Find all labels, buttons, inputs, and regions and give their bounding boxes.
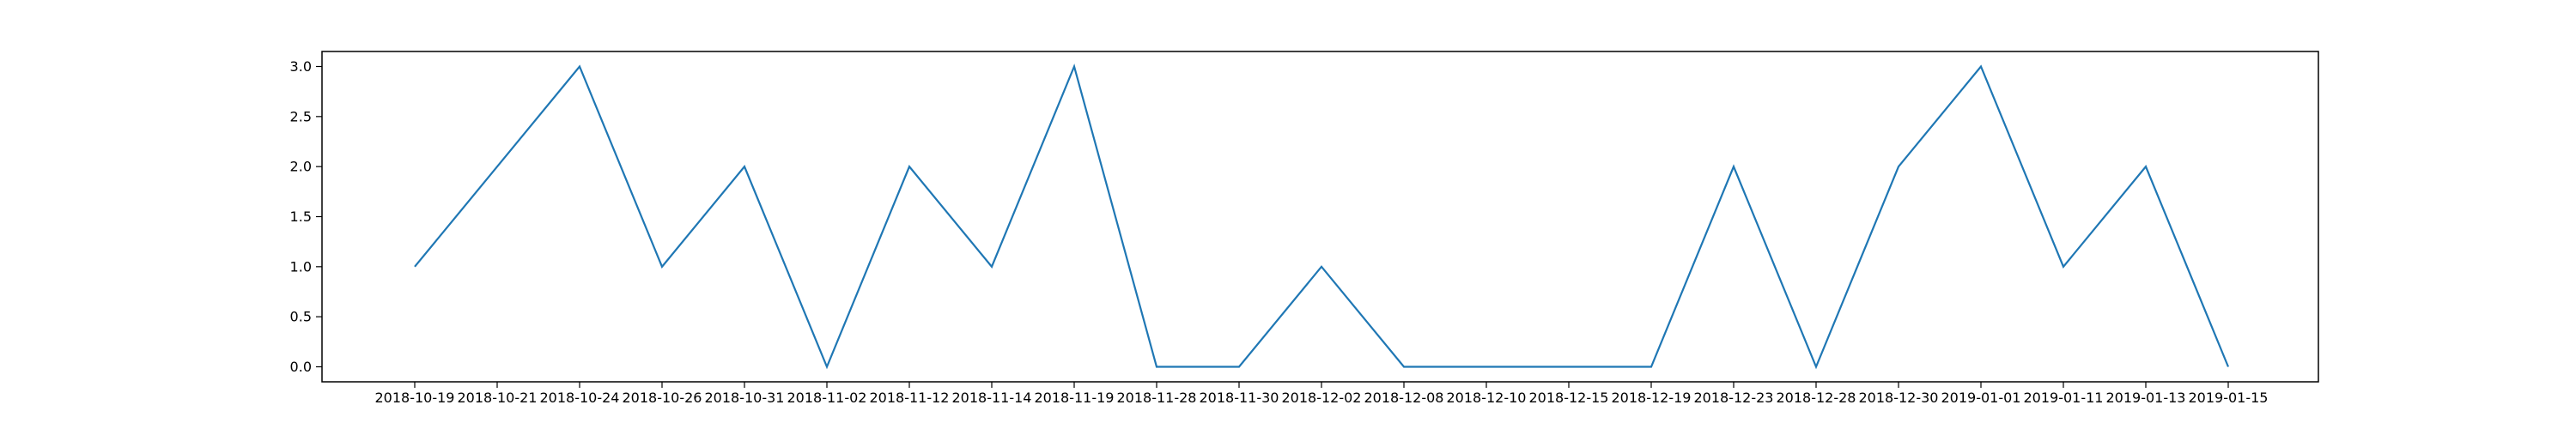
- y-tick-label: 0.5: [290, 309, 312, 325]
- y-tick-label: 1.5: [290, 208, 312, 225]
- y-tick-label: 0.0: [290, 359, 312, 375]
- x-tick-label: 2018-12-10: [1447, 390, 1527, 406]
- x-tick-label: 2018-11-02: [787, 390, 867, 406]
- x-tick-label: 2018-11-12: [870, 390, 950, 406]
- y-tick-label: 3.0: [290, 58, 312, 75]
- x-tick-label: 2018-11-19: [1035, 390, 1115, 406]
- x-tick-label: 2019-01-13: [2106, 390, 2186, 406]
- x-tick-label: 2019-01-15: [2189, 390, 2269, 406]
- x-tick-label: 2018-10-24: [540, 390, 620, 406]
- y-tick-label: 2.0: [290, 159, 312, 175]
- x-tick-label: 2018-11-14: [952, 390, 1032, 406]
- x-axis: 2018-10-19 2018-10-21 2018-10-24 2018-10-26…: [375, 382, 2269, 406]
- series-line: [414, 63, 2230, 370]
- y-tick-label: 1.0: [290, 258, 312, 275]
- x-tick-label: 2018-12-28: [1777, 390, 1856, 406]
- x-tick-label: 2018-10-21: [458, 390, 538, 406]
- x-tick-label: 2018-11-28: [1117, 390, 1197, 406]
- y-tick-label: 2.5: [290, 108, 312, 124]
- y-axis: 0.0 0.5 1.0 1.5 2.0 2.5 3.0: [290, 58, 322, 375]
- x-tick-label: 2018-11-30: [1200, 390, 1279, 406]
- x-tick-label: 2019-01-01: [1941, 390, 2021, 406]
- x-tick-label: 2019-01-11: [2024, 390, 2104, 406]
- x-tick-label: 2018-10-26: [623, 390, 702, 406]
- x-tick-label: 2018-10-19: [375, 390, 455, 406]
- x-tick-label: 2018-10-31: [705, 390, 785, 406]
- x-tick-label: 2018-12-08: [1364, 390, 1444, 406]
- x-tick-label: 2018-12-30: [1859, 390, 1939, 406]
- x-tick-label: 2018-12-15: [1529, 390, 1609, 406]
- x-tick-label: 2018-12-23: [1694, 390, 1774, 406]
- x-tick-label: 2018-12-02: [1282, 390, 1362, 406]
- x-tick-label: 2018-12-19: [1612, 390, 1692, 406]
- plot-frame: [321, 51, 2319, 383]
